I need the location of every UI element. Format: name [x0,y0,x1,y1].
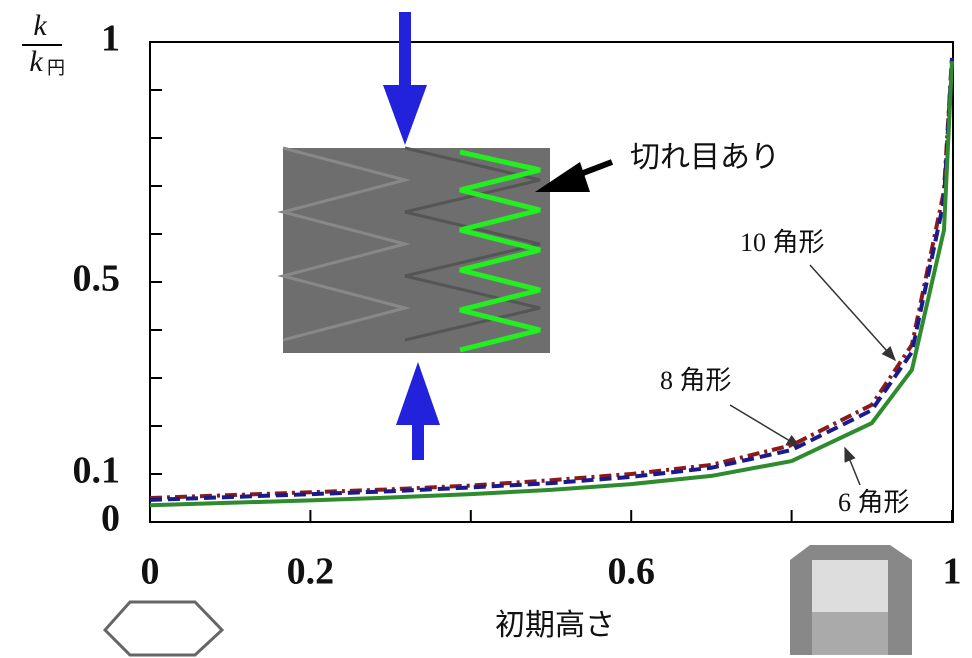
prism-icon [790,545,912,655]
annotation: 切れ目あり [630,141,780,174]
inset-cylinder [277,12,614,460]
y-tick-label: 0 [101,498,120,540]
leader [844,446,861,486]
x-tick-label: 1 [943,551,962,593]
series-line [149,57,954,502]
x-tick-label: 0.2 [287,551,335,593]
x-label: 初期高さ [495,609,615,642]
series-label: 6 角形 [838,488,910,517]
leader [809,264,897,362]
y-tick-label: 0.5 [73,258,121,300]
y-tick-label: 1 [101,18,120,60]
y-tick-label: 0.1 [73,450,121,492]
y-label-num: k [33,9,47,42]
series-label: 10 角形 [740,228,825,257]
plot-frame [149,41,954,523]
hexagon-icon [102,600,225,657]
y-label-den: k [29,45,43,78]
leader [729,404,802,448]
x-tick-label: 0.6 [607,551,655,593]
series-line [149,61,954,508]
series-label: 8 角形 [660,366,732,395]
x-tick-label: 0 [141,551,160,593]
y-label-sub: 円 [47,58,65,78]
